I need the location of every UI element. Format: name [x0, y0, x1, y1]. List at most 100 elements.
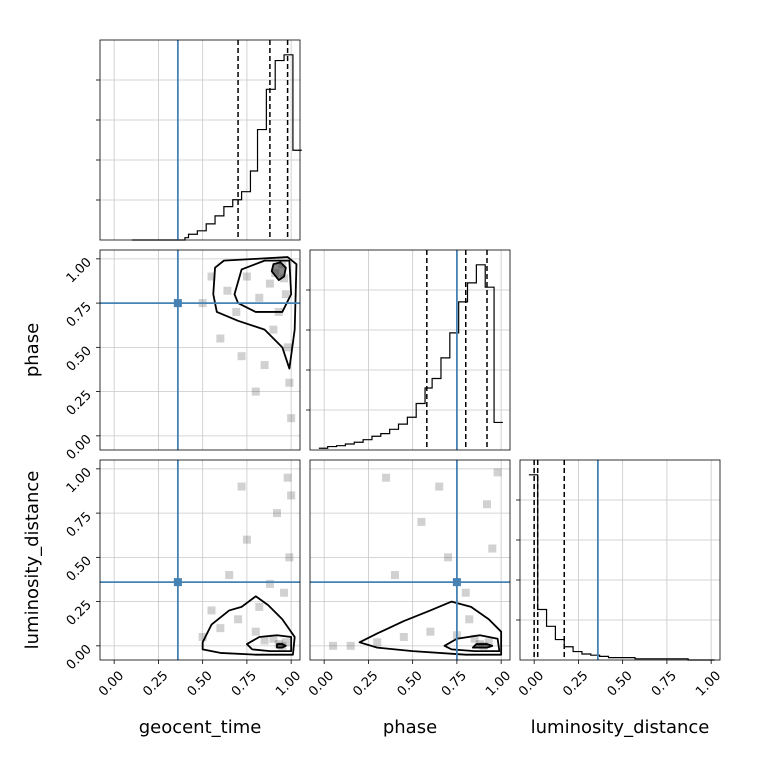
x-axis-label-phase: phase	[383, 717, 437, 738]
y-tick-label: 0.25	[64, 598, 95, 629]
x-tick-label: 0.00	[306, 668, 337, 699]
density-point	[255, 293, 264, 302]
density-point	[237, 482, 246, 491]
panel-frame	[99, 459, 301, 661]
density-point	[280, 588, 289, 597]
y-tick-label: 0.75	[64, 509, 95, 540]
density-point	[488, 544, 497, 553]
density-point	[287, 491, 296, 500]
x-axis-label-luminosity_distance: luminosity_distance	[531, 717, 710, 738]
x-tick-label: 1.00	[693, 668, 724, 699]
density-point	[272, 509, 281, 518]
density-point	[461, 588, 470, 597]
x-axis-label-geocent_time: geocent_time	[139, 717, 262, 738]
density-point	[265, 579, 274, 588]
density-point	[493, 468, 502, 477]
density-point	[444, 553, 453, 562]
contour-level	[246, 634, 293, 653]
y-tick-label: 0.50	[64, 344, 95, 375]
density-point	[417, 517, 426, 526]
contour-level	[443, 634, 501, 653]
panel-frame	[309, 459, 511, 661]
x-tick-label: 0.50	[395, 668, 426, 699]
density-point	[373, 638, 382, 647]
x-tick-label: 1.00	[273, 668, 304, 699]
density-point	[251, 627, 260, 636]
truth-marker	[173, 578, 182, 587]
x-tick-label: 0.00	[96, 668, 127, 699]
density-point	[260, 361, 269, 370]
x-tick-label: 0.75	[649, 668, 680, 699]
y-axis-label-phase: phase	[22, 323, 43, 377]
density-point	[265, 279, 274, 288]
density-point	[232, 307, 241, 316]
y-tick-label: 0.25	[64, 388, 95, 419]
x-tick-label: 0.25	[350, 668, 381, 699]
x-tick-label: 0.75	[229, 668, 260, 699]
x-tick-label: 0.00	[516, 668, 547, 699]
x-tick-label: 0.25	[140, 668, 171, 699]
y-tick-label: 0.00	[64, 432, 95, 463]
x-tick-label: 0.75	[439, 668, 470, 699]
truth-marker	[173, 299, 182, 308]
density-point	[283, 473, 292, 482]
density-point	[346, 641, 355, 650]
contour-level	[358, 600, 503, 656]
density-point	[465, 615, 474, 624]
panel-frame	[309, 249, 511, 451]
y-tick-label: 0.50	[64, 554, 95, 585]
histogram-geocent_time	[131, 54, 302, 241]
x-tick-label: 0.50	[185, 668, 216, 699]
density-point	[207, 272, 216, 281]
contour-level	[270, 261, 287, 281]
density-point	[237, 352, 246, 361]
density-point	[287, 414, 296, 423]
density-point	[382, 473, 391, 482]
contour-level	[471, 643, 494, 649]
contour-level	[233, 259, 293, 313]
density-point	[399, 632, 408, 641]
density-point	[435, 482, 444, 491]
y-tick-label: 0.00	[64, 642, 95, 673]
contour-level	[212, 256, 298, 370]
density-point	[260, 636, 269, 645]
y-axis-label-luminosity_distance: luminosity_distance	[22, 471, 43, 650]
density-point	[484, 638, 493, 647]
density-point	[281, 290, 290, 299]
density-point	[216, 624, 225, 633]
y-tick-label: 0.75	[64, 299, 95, 330]
x-tick-label: 1.00	[483, 668, 514, 699]
x-tick-label: 0.25	[560, 668, 591, 699]
density-point	[255, 602, 264, 611]
density-point	[207, 606, 216, 615]
density-point	[482, 500, 491, 509]
density-point	[285, 553, 294, 562]
density-point	[269, 634, 278, 643]
y-tick-label: 1.00	[64, 255, 95, 286]
contour-level	[276, 643, 287, 649]
panel-frame	[99, 39, 301, 241]
density-point	[251, 387, 260, 396]
contour-level	[201, 595, 296, 656]
density-point	[280, 274, 289, 283]
density-point	[242, 535, 251, 544]
panel-frame	[99, 249, 301, 451]
y-tick-label: 1.00	[64, 465, 95, 496]
density-point	[269, 325, 278, 334]
truth-marker	[452, 578, 461, 587]
density-point	[283, 343, 292, 352]
density-point	[223, 286, 232, 295]
density-point	[426, 627, 435, 636]
density-point	[470, 634, 479, 643]
density-point	[234, 615, 243, 624]
density-point	[285, 378, 294, 387]
density-point	[198, 632, 207, 641]
histogram-phase	[318, 264, 503, 449]
x-tick-label: 0.50	[605, 668, 636, 699]
density-point	[390, 571, 399, 580]
density-point	[281, 638, 290, 647]
panel-frame	[519, 459, 721, 661]
density-point	[329, 641, 338, 650]
histogram-luminosity_distance	[528, 474, 715, 661]
